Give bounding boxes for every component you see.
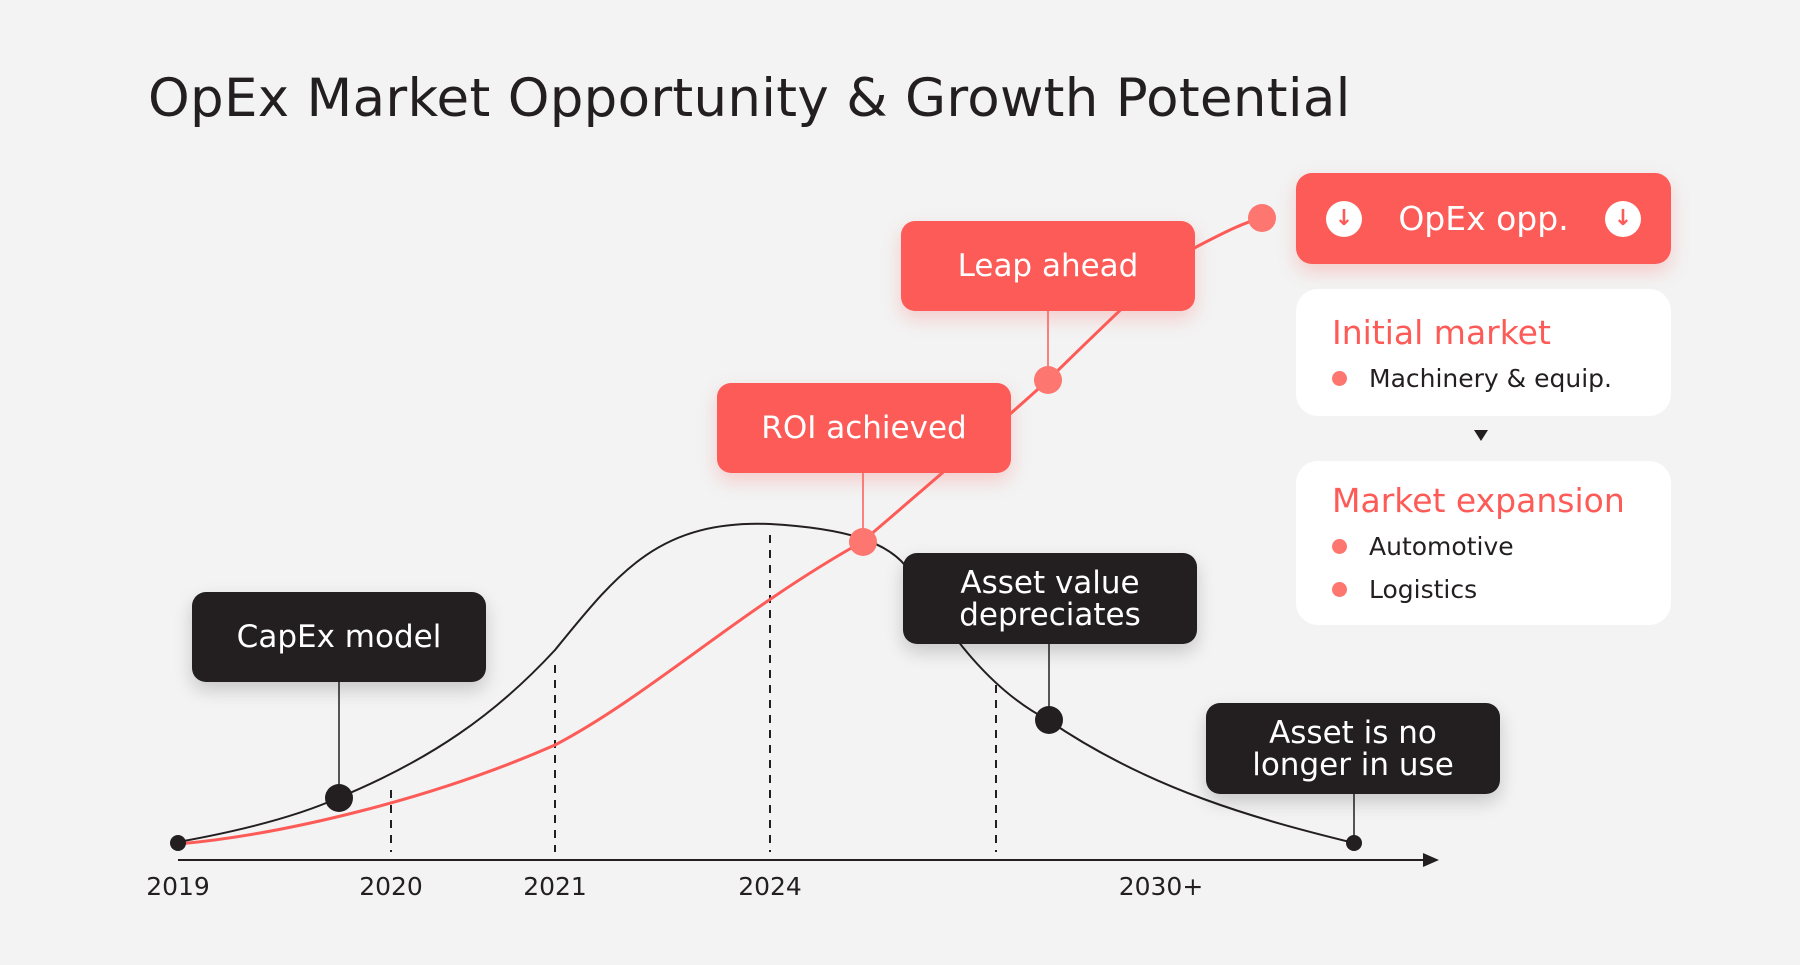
tick-label-2019: 2019 [146,872,210,901]
start-marker [170,835,186,851]
bullet-dot-icon [1332,582,1347,597]
leap-ahead-label: Leap ahead [901,221,1195,311]
roi-marker [849,528,877,556]
asset-depreciates-label: Asset value depreciates [903,553,1197,644]
initial-market-title: Initial market [1332,313,1551,352]
opex-curve [177,216,1263,846]
tick-label-2024: 2024 [738,872,802,901]
leap-marker [1034,366,1062,394]
capex-curve [177,522,1355,844]
depreciates-marker [1035,706,1063,734]
arrow-down-circle-icon: ↓ [1605,200,1641,237]
opex-opp-pill: ↓ OpEx opp. ↓ [1296,173,1671,264]
roi-achieved-label: ROI achieved [717,383,1011,473]
list-item: Logistics [1332,575,1635,604]
tick-label-2020: 2020 [359,872,423,901]
market-expansion-card: Market expansion Automotive Logistics [1296,461,1671,625]
tick-label-2030: 2030+ [1118,872,1204,901]
bullet-dot-icon [1332,371,1347,386]
list-item: Machinery & equip. [1332,364,1635,393]
opp-marker [1248,204,1276,232]
x-axis-arrow [1423,853,1439,867]
capex-model-label: CapEx model [192,592,486,682]
bullet-dot-icon [1332,539,1347,554]
asset-no-longer-label: Asset is no longer in use [1206,703,1500,794]
opex-opp-label: OpEx opp. [1398,199,1569,238]
tick-label-2021: 2021 [523,872,587,901]
market-expansion-title: Market expansion [1332,481,1625,520]
list-item: Automotive [1332,532,1635,561]
initial-market-card: Initial market Machinery & equip. [1296,289,1671,416]
capex-marker [325,784,353,812]
page-title: OpEx Market Opportunity & Growth Potenti… [148,68,1351,129]
end-marker [1346,835,1362,851]
flow-arrow-icon [1474,430,1488,441]
arrow-down-circle-icon: ↓ [1326,200,1362,237]
